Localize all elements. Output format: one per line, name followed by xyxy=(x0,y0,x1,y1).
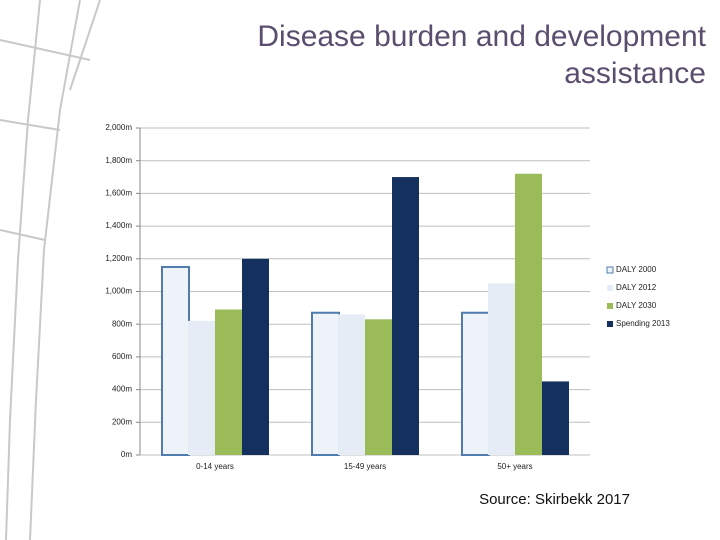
bar xyxy=(365,319,392,455)
legend-label: DALY 2000 xyxy=(616,265,657,274)
legend-swatch xyxy=(606,266,614,274)
legend-swatch xyxy=(607,285,613,291)
source: Source: Skirbekk 2017 xyxy=(479,491,630,508)
y-tick-label: 200m xyxy=(112,417,132,426)
y-tick-label: 1,200m xyxy=(105,254,132,263)
bar xyxy=(542,381,569,455)
bar xyxy=(392,177,419,456)
legend-label: DALY 2012 xyxy=(616,283,657,292)
y-tick-label: 1,400m xyxy=(105,221,132,230)
bar xyxy=(338,314,365,455)
y-tick-label: 1,600m xyxy=(105,189,132,198)
decoration xyxy=(0,0,101,540)
y-tick-label: 1,000m xyxy=(105,287,132,296)
legend-swatch xyxy=(607,303,613,309)
y-tick-label: 400m xyxy=(112,385,132,394)
bar xyxy=(188,320,215,455)
bar xyxy=(215,309,242,455)
bar xyxy=(161,265,190,456)
legend-label: Spending 2013 xyxy=(616,319,670,328)
x-tick-label: 15-49 years xyxy=(344,462,386,471)
y-tick-label: 1,800m xyxy=(105,156,132,165)
x-tick-label: 50+ years xyxy=(497,462,532,471)
bar xyxy=(515,173,542,455)
y-tick-label: 0m xyxy=(121,450,132,459)
chart-title: Disease burden and development assistance xyxy=(257,20,706,90)
bar xyxy=(242,258,269,455)
y-tick-label: 600m xyxy=(112,352,132,361)
legend-label: DALY 2030 xyxy=(616,301,657,310)
y-tick-label: 800m xyxy=(112,319,132,328)
x-tick-label: 0-14 years xyxy=(196,462,234,471)
y-tick-label: 2,000m xyxy=(105,123,132,132)
bar xyxy=(461,311,490,456)
legend-swatch xyxy=(607,321,613,327)
bar xyxy=(311,311,340,456)
bar xyxy=(488,283,515,455)
